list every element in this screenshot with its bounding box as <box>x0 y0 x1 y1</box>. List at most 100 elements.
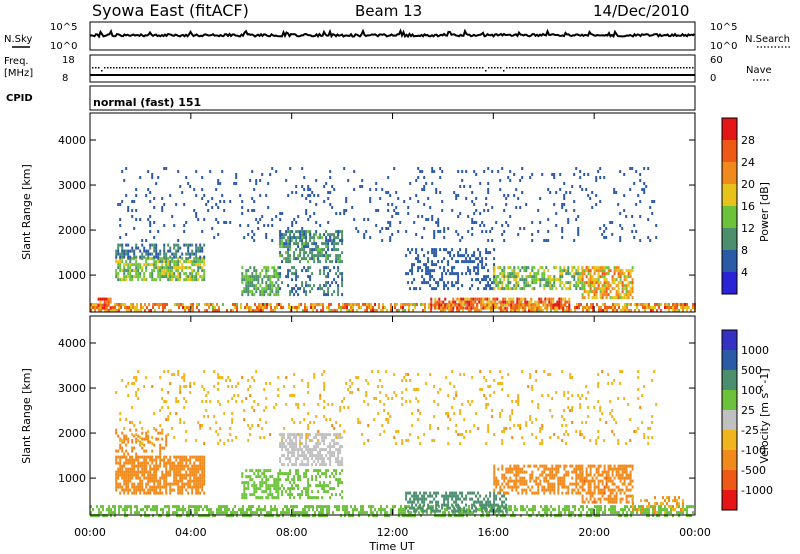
echo-cell <box>97 306 100 310</box>
echo-cell <box>505 497 508 501</box>
echo-cell <box>228 514 230 518</box>
echo-cell <box>265 490 268 494</box>
echo-cell <box>165 464 168 468</box>
echo-cell <box>289 433 292 437</box>
nave-point <box>419 67 421 69</box>
echo-cell <box>520 508 522 512</box>
echo-cell <box>121 446 124 450</box>
echo-cell <box>149 252 152 256</box>
echo-cell <box>532 303 535 307</box>
echo-cell <box>197 476 200 480</box>
echo-cell <box>342 306 344 309</box>
echo-cell <box>275 481 278 485</box>
echo-cell <box>477 278 480 282</box>
nave-point <box>512 67 514 69</box>
echo-cell <box>304 309 306 312</box>
echo-cell <box>433 287 436 291</box>
echo-cell <box>289 472 292 476</box>
echo-cell <box>428 306 430 309</box>
echo-cell <box>127 252 130 256</box>
echo-cell <box>353 170 356 173</box>
nave-point <box>131 67 133 69</box>
echo-cell <box>155 461 158 465</box>
echo-cell <box>579 176 582 179</box>
echo-cell <box>265 484 268 488</box>
echo-cell <box>469 497 472 501</box>
echo-cell <box>485 287 488 291</box>
echo-cell <box>461 494 464 498</box>
echo-cell <box>501 488 504 492</box>
echo-cell <box>180 514 182 518</box>
echo-cell <box>271 167 274 170</box>
echo-cell <box>114 306 116 309</box>
echo-cell <box>411 272 414 276</box>
echo-cell <box>129 470 132 474</box>
echo-cell <box>199 464 202 468</box>
echo-cell <box>117 260 120 264</box>
echo-cell <box>501 272 504 276</box>
echo-cell <box>106 309 108 312</box>
echo-cell <box>313 284 316 288</box>
echo-cell <box>173 224 176 227</box>
echo-cell <box>443 230 446 233</box>
echo-cell <box>458 309 460 312</box>
echo-cell <box>633 224 636 227</box>
echo-cell <box>352 514 354 518</box>
echo-cell <box>133 263 136 267</box>
echo-cell <box>257 275 260 279</box>
echo-cell <box>325 472 328 476</box>
echo-cell <box>545 239 548 242</box>
echo-cell <box>333 475 336 479</box>
echo-cell <box>193 188 196 191</box>
nsky-label: N.Sky <box>4 34 32 45</box>
echo-cell <box>629 269 632 273</box>
echo-cell <box>543 239 546 242</box>
echo-cell <box>335 257 338 261</box>
echo-cell <box>187 257 190 261</box>
echo-cell <box>644 511 646 515</box>
echo-cell <box>147 218 150 221</box>
echo-cell <box>540 309 542 312</box>
echo-cell <box>151 252 154 256</box>
echo-cell <box>181 461 184 465</box>
echo-cell <box>239 224 242 227</box>
echo-cell <box>141 269 144 273</box>
echo-cell <box>543 476 546 480</box>
echo-cell <box>149 215 152 218</box>
echo-cell <box>648 514 650 518</box>
echo-cell <box>519 179 522 182</box>
echo-cell <box>325 239 328 243</box>
echo-cell <box>303 254 306 258</box>
echo-cell <box>280 306 282 309</box>
echo-cell <box>289 254 292 258</box>
echo-cell <box>537 230 540 233</box>
echo-cell <box>173 455 176 459</box>
echo-cell <box>246 514 248 518</box>
echo-cell <box>576 303 578 306</box>
echo-cell <box>313 194 316 197</box>
echo-cell <box>573 200 576 203</box>
echo-cell <box>368 505 370 509</box>
echo-cell <box>268 511 270 515</box>
nave-point <box>629 67 631 69</box>
echo-cell <box>437 491 440 495</box>
nave-point <box>287 67 289 69</box>
echo-cell <box>301 239 304 243</box>
echo-cell <box>573 209 576 212</box>
echo-cell <box>327 254 330 258</box>
echo-cell <box>668 309 670 312</box>
echo-cell <box>173 246 176 250</box>
echo-cell <box>297 257 300 261</box>
echo-cell <box>583 296 586 300</box>
echo-cell <box>581 293 584 297</box>
echo-cell <box>479 251 482 255</box>
echo-cell <box>295 484 298 488</box>
echo-cell <box>116 303 118 306</box>
echo-cell <box>599 293 602 297</box>
echo-cell <box>315 442 318 446</box>
echo-cell <box>345 209 348 212</box>
echo-cell <box>162 309 164 312</box>
echo-cell <box>272 514 274 518</box>
echo-cell <box>115 252 118 256</box>
echo-cell <box>119 473 122 477</box>
